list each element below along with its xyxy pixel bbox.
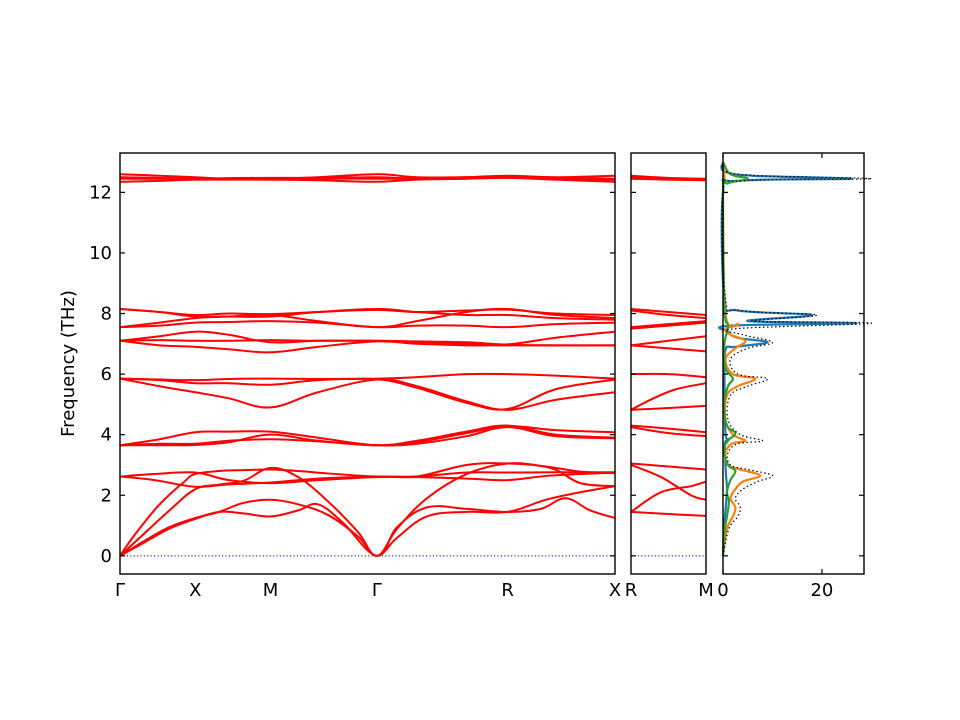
- phonon-band: [119, 377, 616, 411]
- phonon-band: [119, 468, 616, 557]
- y-tick-label: 8: [101, 304, 112, 325]
- phonon-band: [119, 425, 616, 447]
- phonon-band: [630, 404, 707, 411]
- phonon-band: [630, 177, 707, 182]
- phonon-band: [119, 176, 616, 180]
- band-structure-main-panel: 0 2 4 6 8 10 12 Γ X M Γ R X: [89, 152, 621, 601]
- phonon-band: [630, 309, 707, 320]
- x-tick-label: R: [501, 580, 514, 601]
- phonon-band: [630, 174, 707, 180]
- phonon-band: [119, 471, 616, 485]
- phonon-band: [630, 480, 707, 513]
- plot-frame: [630, 152, 707, 575]
- plot-frame: [119, 152, 616, 575]
- phonon-band: [119, 339, 616, 347]
- x-tick-label: Γ: [115, 580, 125, 601]
- x-tick-label: M: [698, 580, 714, 601]
- y-tick-label: 10: [89, 243, 112, 264]
- phonon-band: [119, 307, 616, 317]
- plot-frame: [722, 152, 865, 575]
- x-tick-label: X: [609, 580, 621, 601]
- y-tick-label: 6: [101, 364, 112, 385]
- y-tick-label: 12: [89, 182, 112, 203]
- phonon-band: [630, 510, 707, 517]
- phonon-band: [630, 426, 707, 438]
- phonon-band: [630, 335, 707, 347]
- phonon-band: [630, 464, 707, 501]
- phonon-band: [119, 339, 615, 354]
- y-tick-label: 0: [101, 546, 112, 567]
- phonon-band: [630, 382, 707, 411]
- phonon-band: [630, 372, 707, 379]
- dos-curve: [718, 161, 858, 556]
- phonon-band: [630, 462, 707, 471]
- phonon-band: [119, 377, 616, 411]
- phonon-band: [630, 321, 707, 330]
- x-tick-label: X: [189, 580, 201, 601]
- phonon-band: [630, 320, 707, 329]
- x-tick-label: Γ: [372, 580, 382, 601]
- phonon-band: [119, 320, 616, 329]
- phonon-band: [630, 307, 707, 317]
- phonon-band: [119, 497, 616, 557]
- y-tick-label: 4: [101, 425, 112, 446]
- dos-curve: [720, 161, 873, 556]
- y-axis-label: Frequency (THz): [58, 290, 79, 437]
- x-tick-label: 20: [810, 580, 833, 601]
- x-tick-label: R: [625, 580, 638, 601]
- y-tick-label: 2: [101, 485, 112, 506]
- phonon-band: [630, 424, 707, 434]
- phonon-band: [119, 426, 616, 447]
- phonon-dos-panel: 0 20: [717, 152, 873, 601]
- phonon-band: [630, 344, 707, 353]
- x-tick-label: M: [263, 580, 279, 601]
- x-tick-label: 0: [717, 580, 728, 601]
